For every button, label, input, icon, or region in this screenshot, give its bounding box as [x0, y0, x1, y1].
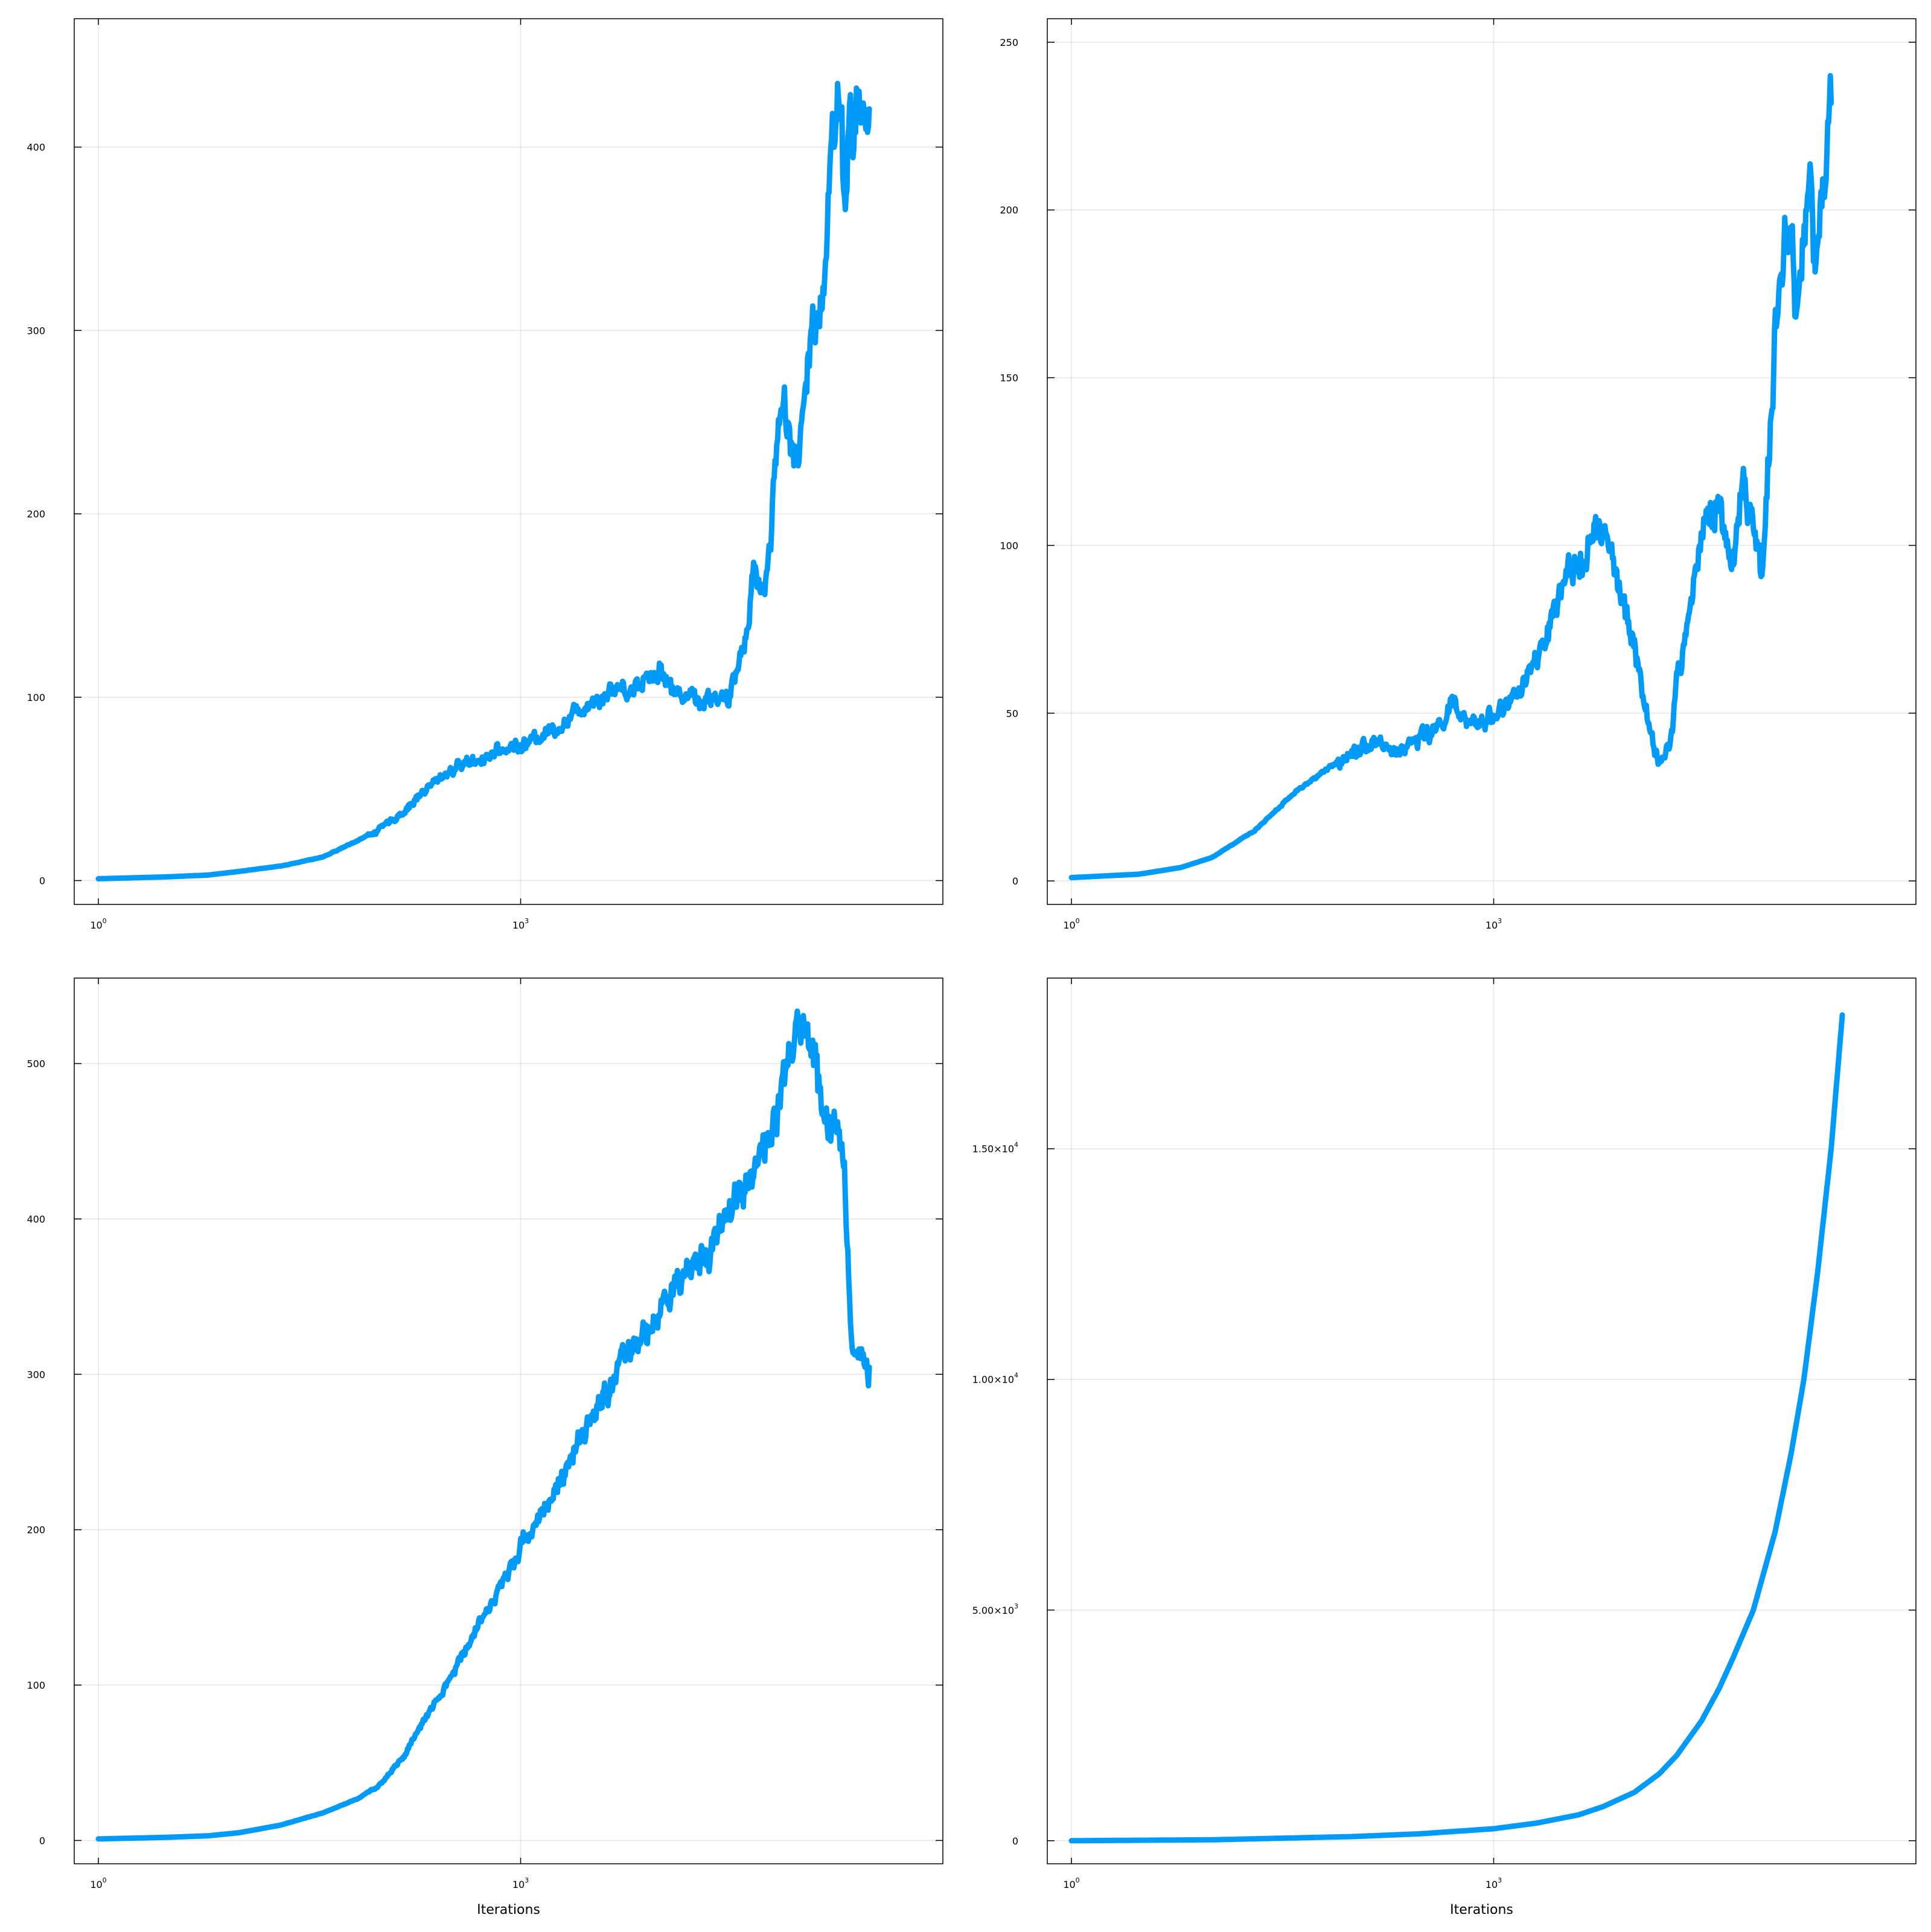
y-tick-label: 50: [1006, 708, 1018, 719]
y-tick-label: 0: [1012, 875, 1018, 887]
series-line: [95, 80, 872, 881]
chart-panel-2: 100 103 0 50 100 150 200 250: [1000, 18, 1917, 931]
x-tick-label: 103: [512, 917, 529, 931]
y-tick-label: 400: [27, 1214, 45, 1225]
y-tick-label: 1.00×104: [972, 1372, 1018, 1386]
y-tick-label: 100: [27, 1680, 45, 1691]
y-tick-label: 0: [1012, 1835, 1018, 1847]
y-tick-label: 0: [39, 1835, 45, 1846]
y-tick-label: 100: [1000, 540, 1018, 551]
y-tick-label: 250: [1000, 37, 1018, 48]
series-line: [95, 1008, 872, 1842]
y-tick-label: 5.00×103: [972, 1602, 1018, 1616]
y-tick-label: 1.50×104: [972, 1141, 1018, 1155]
y-tick-label: 500: [27, 1058, 45, 1070]
plot-frame: [1047, 977, 1917, 1864]
plot-frame: [1047, 18, 1917, 905]
plot-frame: [74, 977, 943, 1864]
y-tick-label: 150: [1000, 373, 1018, 384]
x-tick-label: 100: [1063, 917, 1079, 931]
plot-frame: [74, 18, 943, 905]
y-tick-label: 400: [27, 142, 45, 153]
y-tick-label: 100: [27, 692, 45, 703]
series-line: [1068, 1012, 1845, 1844]
x-tick-label: 100: [1063, 1876, 1079, 1890]
x-axis-label: Iterations: [477, 1902, 540, 1918]
chart-panel-4: 100 103 0 5.00×103 1.00×104 1.50×104 Iteration…: [972, 977, 1917, 1918]
chart-panel-3: 100 103 0 100 200 300 400 500 Iterations: [27, 977, 943, 1918]
x-tick-label: 100: [90, 1876, 106, 1890]
x-axis-label: Iterations: [1450, 1902, 1513, 1918]
y-tick-label: 300: [27, 1369, 45, 1380]
x-tick-label: 100: [90, 917, 106, 931]
x-tick-label: 103: [1486, 1876, 1502, 1890]
y-tick-label: 200: [1000, 205, 1018, 216]
chart-panel-1: 100 103 0 100 200 300 400: [27, 18, 943, 931]
y-tick-label: 0: [39, 875, 45, 887]
y-tick-label: 200: [27, 1524, 45, 1536]
series-line: [1068, 72, 1834, 880]
x-tick-label: 103: [1486, 917, 1502, 931]
y-tick-label: 200: [27, 508, 45, 520]
y-tick-label: 300: [27, 325, 45, 336]
x-tick-label: 103: [512, 1876, 529, 1890]
